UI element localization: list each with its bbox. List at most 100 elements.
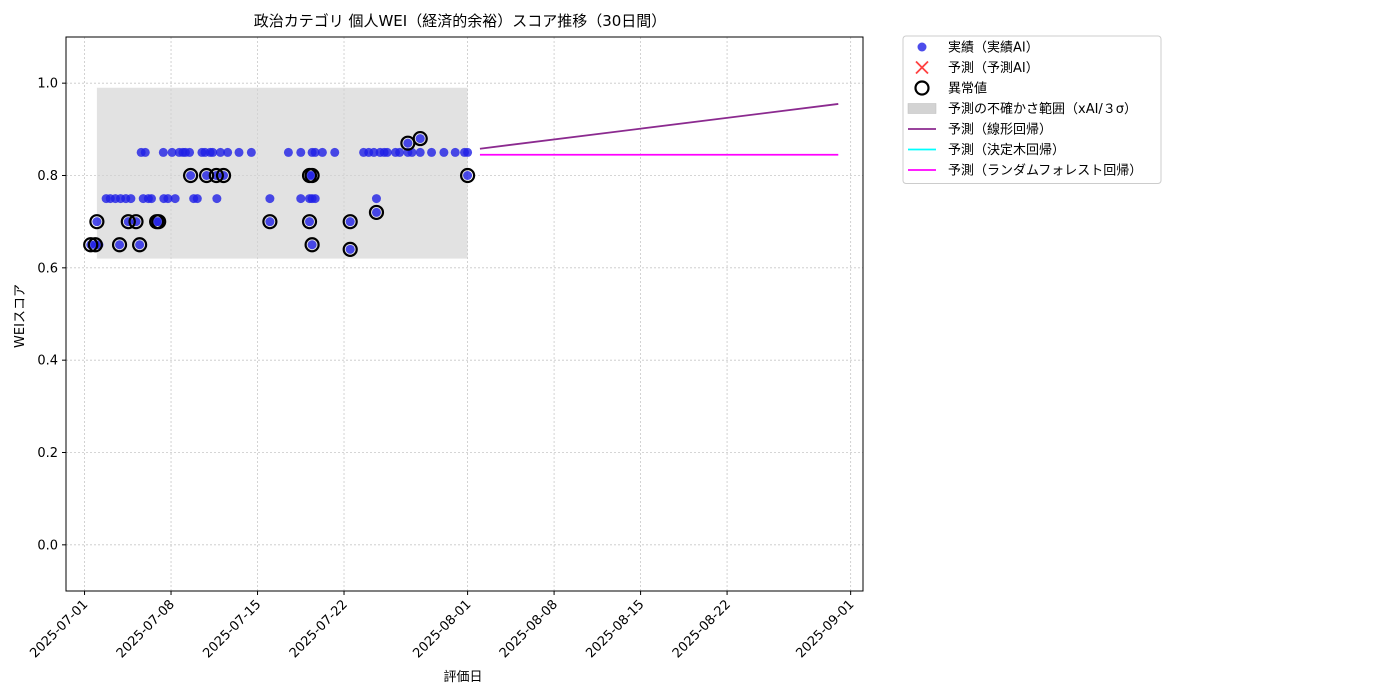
uncertainty-band-layer <box>96 87 468 259</box>
anomaly-ring <box>215 167 232 184</box>
anomaly-ring <box>120 214 136 230</box>
legend-marker-cross <box>915 60 929 75</box>
actual-point <box>186 171 196 180</box>
y-tick-label: 0.0 <box>37 538 58 553</box>
legend-label: 予測の不確かさ範囲（xAI/３σ） <box>948 101 1137 117</box>
actual-point <box>167 147 177 157</box>
forecast-line <box>479 103 839 150</box>
actual-point <box>265 217 275 227</box>
forecast-lines-layer <box>479 103 839 156</box>
actual-point <box>154 217 164 227</box>
legend-box <box>902 35 1162 184</box>
anomaly-ring <box>208 167 224 184</box>
actual-point <box>296 194 306 204</box>
x-tick-label: 2025-07-01 <box>27 597 91 661</box>
x-tick-label: 2025-08-15 <box>583 597 647 661</box>
actual-point <box>212 194 222 204</box>
actual-points-layer <box>86 134 473 254</box>
plot-frame <box>65 36 864 592</box>
actual-point <box>146 194 156 204</box>
actual-point <box>158 147 168 157</box>
anomaly-rings-layer <box>83 130 476 257</box>
anomaly-ring <box>128 214 144 230</box>
x-axis-ticks: 2025-07-01 2025-07-08 2025-07-15 2025-07-22… <box>27 591 857 661</box>
anomaly-ring <box>151 214 167 230</box>
legend-marker-band <box>907 103 937 114</box>
actual-point <box>382 147 392 157</box>
actual-point <box>307 171 317 180</box>
actual-point <box>170 194 180 204</box>
anomaly-ring <box>132 237 148 253</box>
actual-point <box>296 147 306 157</box>
actual-point <box>450 147 460 157</box>
legend-marker-ring <box>914 80 930 96</box>
y-tick-label: 0.4 <box>37 354 58 369</box>
actual-point <box>202 171 212 180</box>
legend-label: 予測（予測AI） <box>948 61 1039 76</box>
chart-title: 政治カテゴリ 個人WEI（経済的余裕）スコア推移（30日間） <box>254 12 667 30</box>
plot-border <box>65 36 864 592</box>
actual-point <box>403 138 413 148</box>
anomaly-ring <box>87 237 103 253</box>
actual-point <box>395 147 405 157</box>
actual-point <box>208 147 218 157</box>
anomaly-ring <box>368 204 385 221</box>
actual-point <box>92 217 102 227</box>
legend-marker-dot <box>917 42 927 52</box>
actual-point <box>135 240 145 250</box>
anomaly-ring <box>262 214 278 230</box>
anomaly-ring <box>198 167 215 184</box>
anomaly-ring <box>342 214 358 230</box>
uncertainty-band <box>96 87 468 259</box>
x-axis-label: 評価日 <box>443 670 482 685</box>
anomaly-ring <box>83 237 99 253</box>
legend-label: 予測（決定木回帰） <box>948 142 1065 158</box>
x-tick-label: 2025-09-01 <box>793 597 857 661</box>
anomaly-ring <box>89 214 105 230</box>
actual-point <box>246 147 256 157</box>
actual-point <box>283 147 293 157</box>
y-tick-label: 1.0 <box>37 77 58 92</box>
x-tick-label: 2025-07-15 <box>200 597 264 661</box>
x-tick-label: 2025-07-08 <box>114 597 178 661</box>
anomaly-ring <box>182 167 199 184</box>
actual-point <box>463 147 473 157</box>
anomaly-ring <box>412 130 428 147</box>
actual-point <box>310 147 320 157</box>
actual-point <box>115 240 125 250</box>
anomaly-ring <box>459 167 476 184</box>
actual-point <box>126 194 136 204</box>
actual-point <box>415 134 425 144</box>
actual-point <box>371 207 381 217</box>
actual-point <box>185 147 195 157</box>
actual-point <box>371 194 381 204</box>
actual-point <box>330 147 340 157</box>
anomaly-ring <box>304 167 320 184</box>
y-axis-label: WEIスコア <box>13 284 28 348</box>
legend-label: 実績（実績AI） <box>948 40 1039 56</box>
anomaly-ring <box>301 214 318 230</box>
y-tick-label: 0.2 <box>37 446 58 461</box>
actual-point <box>345 244 355 254</box>
x-tick-label: 2025-08-01 <box>410 597 474 661</box>
actual-point <box>307 240 317 250</box>
y-tick-label: 0.8 <box>37 169 58 184</box>
legend-label: 異常値 <box>948 81 987 97</box>
anomaly-ring <box>111 237 128 253</box>
x-tick-label: 2025-08-22 <box>670 597 734 661</box>
actual-point <box>439 147 449 157</box>
actual-point <box>369 147 379 157</box>
legend-label: 予測（ランダムフォレスト回帰） <box>948 163 1142 179</box>
actual-point <box>310 194 320 204</box>
anomaly-ring <box>304 237 320 253</box>
y-axis-ticks: 0.0 0.2 0.4 0.6 0.8 1.0 <box>37 77 66 553</box>
actual-point <box>427 147 437 157</box>
legend-label: 予測（線形回帰） <box>948 122 1052 138</box>
actual-point <box>163 194 173 204</box>
actual-point <box>305 217 315 227</box>
actual-point <box>265 194 275 204</box>
actual-point <box>192 194 202 204</box>
actual-point <box>223 147 233 157</box>
